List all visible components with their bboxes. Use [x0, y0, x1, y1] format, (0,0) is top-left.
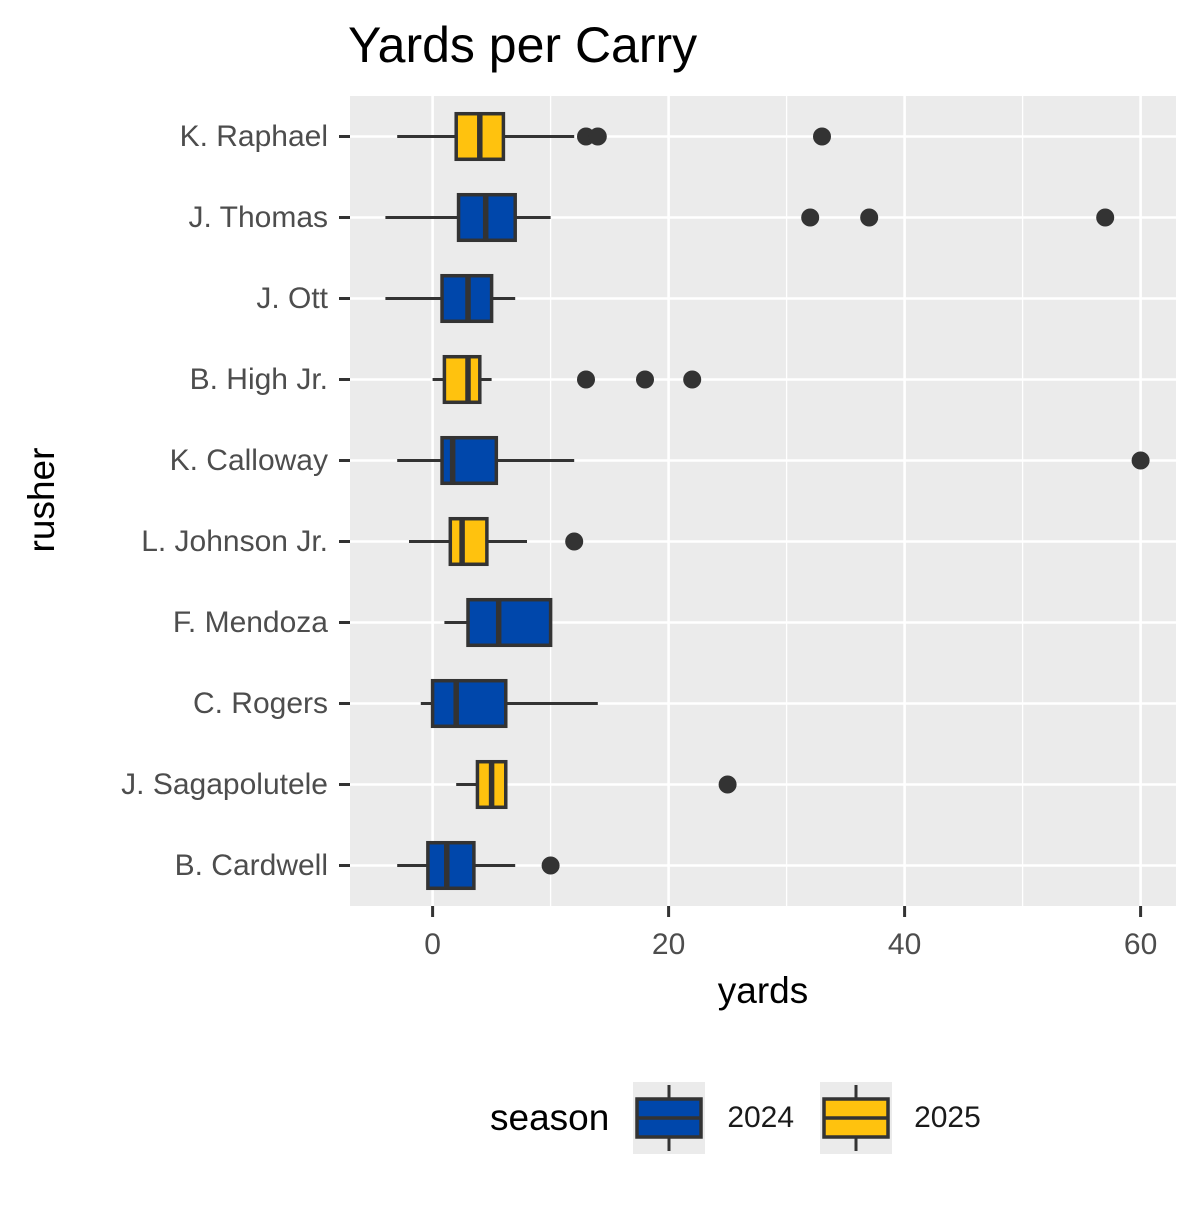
outlier-point	[860, 208, 879, 227]
x-tick-label: 20	[652, 928, 685, 961]
outlier-point	[1096, 208, 1115, 227]
outlier-point	[683, 370, 702, 389]
legend-item-2024: 2024	[633, 1082, 794, 1154]
outlier-point	[577, 370, 595, 389]
chart-title: Yards per Carry	[348, 17, 698, 73]
x-axis-title: yards	[717, 970, 809, 1011]
outlier-point	[588, 127, 607, 146]
y-tick-label: K. Calloway	[170, 444, 328, 477]
legend-label-2025: 2025	[914, 1101, 981, 1134]
y-tick-label: J. Thomas	[189, 201, 329, 234]
legend-key-2025	[820, 1082, 893, 1154]
legend-label-2024: 2024	[727, 1101, 795, 1134]
y-tick-label: B. Cardwell	[175, 849, 328, 882]
y-axis-title-text: rusher	[21, 447, 62, 553]
y-tick-label: J. Sagapolutele	[121, 768, 328, 801]
y-tick-label: J. Ott	[256, 282, 328, 315]
box	[466, 597, 553, 648]
y-tick-label: K. Raphael	[180, 120, 328, 153]
x-tick-label: 60	[1124, 928, 1157, 961]
outlier-point	[801, 208, 820, 227]
legend-key-2024	[633, 1082, 706, 1154]
y-tick-label: L. Johnson Jr.	[141, 525, 328, 558]
y-tick-label: F. Mendoza	[173, 606, 328, 639]
legend-item-2025: 2025	[820, 1082, 981, 1154]
outlier-point	[813, 127, 831, 146]
x-tick-label: 0	[424, 928, 441, 961]
x-tick-label: 40	[888, 928, 921, 961]
legend: season 2024 2025	[490, 1080, 1007, 1156]
outlier-point	[636, 370, 654, 389]
y-tick-label: B. High Jr.	[190, 363, 328, 396]
outlier-point	[718, 775, 737, 794]
box	[448, 516, 489, 567]
y-tick-label: C. Rogers	[193, 687, 328, 720]
outlier-point	[1131, 451, 1150, 470]
box	[426, 840, 476, 891]
outlier-point	[541, 856, 560, 875]
legend-title: season	[490, 1097, 610, 1138]
box	[430, 678, 508, 729]
box	[442, 354, 482, 405]
outlier-point	[565, 532, 584, 551]
